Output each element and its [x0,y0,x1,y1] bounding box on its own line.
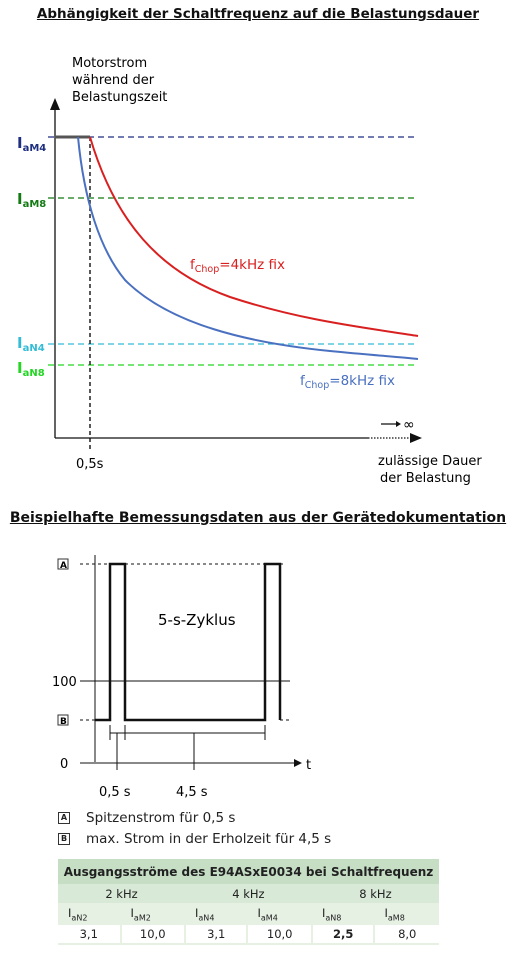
freq-2khz: 2 kHz [58,884,185,903]
level-label-aM8: IaM8 [17,190,46,210]
y-label-100: 100 [52,675,77,690]
level-label-aN4: IaN4 [17,334,45,354]
x-axis-label-line1: zulässige Dauer [378,454,482,469]
switching-frequency-diagram: ∞ Motorstrom während der Belastungszeit … [17,56,482,486]
legend-item-A: A Spitzenstrom für 0,5 s [58,810,235,826]
time-axis-label: t [306,758,311,773]
legend-marker-A: A [58,812,70,824]
x-axis-label-line2: der Belastung [380,471,471,486]
col-aM8: IaM8 [374,903,439,925]
col-aN2: IaN2 [58,903,121,925]
col-aN8: IaN8 [311,903,375,925]
infinity-symbol: ∞ [403,417,415,433]
level-label-aN8: IaN8 [17,359,45,379]
cycle-label: 5-s-Zyklus [158,611,236,629]
duty-cycle-diagram: A B 100 0 t 5-s-Zyklus 0,5 s 4,5 s [52,555,311,800]
marker-B: B [60,717,67,727]
legend-text-B: max. Strom in der Erholzeit für 4,5 s [86,831,332,847]
output-current-table: Ausgangsströme des E94ASxE0034 bei Schal… [58,859,439,945]
y-axis-label-line2: während der [72,73,155,88]
freq-8khz: 8 kHz [311,884,439,903]
time-marker-label: 0,5s [76,457,104,472]
freq-4khz: 4 kHz [184,884,312,903]
bottom-diagram-title: Beispielhafte Bemessungsdaten aus der Ge… [9,510,507,526]
y-label-0: 0 [60,757,68,772]
label-four-half-seconds: 4,5 s [176,785,208,800]
pulse-waveform [95,562,282,722]
val-aM2: 10,0 [119,925,185,945]
col-aM4: IaM4 [247,903,312,925]
curve-4khz [89,136,419,337]
marker-A: A [60,561,67,571]
legend-text-A: Spitzenstrom für 0,5 s [86,810,236,826]
label-half-second: 0,5 s [99,785,131,800]
x-axis-arrow [410,433,422,443]
y-axis-arrow [50,98,60,110]
col-aM2: IaM2 [120,903,185,925]
val-aN8: 2,5 [310,925,375,945]
table-title: Ausgangsströme des E94ASxE0034 bei Schal… [58,859,439,884]
legend-marker-B: B [58,833,70,845]
y-axis-label-line3: Belastungszeit [72,90,167,105]
col-aN4: IaN4 [184,903,248,925]
y-axis-label-line1: Motorstrom [72,56,147,71]
val-aN4: 3,1 [183,925,248,945]
level-label-aM4: IaM4 [17,134,46,154]
curve-label-4khz: fChop=4kHz fix [190,257,285,275]
val-aN2: 3,1 [58,925,121,945]
curve-8khz [77,136,419,360]
curve-label-8khz: fChop=8kHz fix [300,373,395,391]
top-diagram-title: Abhängigkeit der Schaltfrequenz auf die … [36,6,480,22]
time-axis-arrow [294,759,302,767]
val-aM8: 8,0 [373,925,439,945]
val-aM4: 10,0 [246,925,312,945]
